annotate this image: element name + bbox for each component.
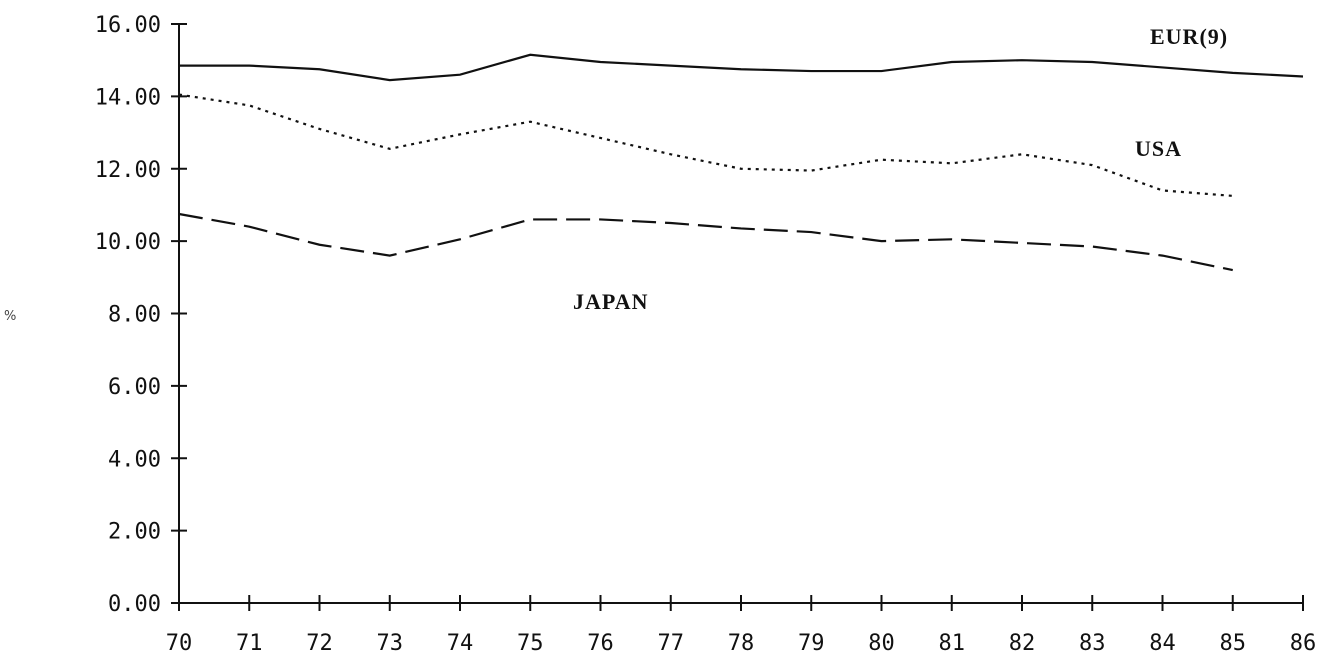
x-tick-label: 75 <box>517 631 544 656</box>
x-tick-label: 82 <box>1009 631 1036 656</box>
series-label-japan: JAPAN <box>573 289 648 314</box>
y-ticks: 0.00 2.00 4.00 6.00 8.00 10.00 12.00 14.00 16.00 <box>95 13 187 617</box>
series-line-usa <box>178 93 1233 197</box>
series-label-eur9: EUR(9) <box>1150 24 1228 49</box>
x-tick-label: 77 <box>658 631 685 656</box>
y-tick-label: 12.00 <box>95 158 161 183</box>
series-line-eur9 <box>179 53 1304 82</box>
x-tick-label: 76 <box>587 631 614 656</box>
x-ticks: 70 71 72 73 74 75 76 77 78 79 80 81 82 83 84 85 86 <box>166 595 1317 656</box>
x-tick-label: 84 <box>1149 631 1176 656</box>
y-tick-label: 14.00 <box>95 85 161 110</box>
axes <box>178 24 1303 604</box>
x-tick-label: 79 <box>798 631 825 656</box>
series-line-japan <box>178 212 1233 272</box>
x-tick-label: 72 <box>306 631 333 656</box>
x-tick-label: 85 <box>1220 631 1247 656</box>
y-tick-label: 6.00 <box>108 375 161 400</box>
y-tick-label: 8.00 <box>108 303 161 328</box>
x-tick-label: 71 <box>236 631 263 656</box>
y-axis-unit-label: % <box>4 309 16 324</box>
x-tick-label: 74 <box>447 631 474 656</box>
y-tick-label: 2.00 <box>108 520 161 545</box>
series-label-usa: USA <box>1135 136 1182 161</box>
series-lines <box>178 53 1304 272</box>
x-tick-label: 78 <box>728 631 755 656</box>
series-labels: EUR(9) USA JAPAN <box>573 24 1228 314</box>
x-tick-label: 80 <box>868 631 895 656</box>
y-tick-label: 10.00 <box>95 230 161 255</box>
x-tick-label: 86 <box>1290 631 1317 656</box>
y-tick-label: 4.00 <box>108 447 161 472</box>
x-tick-label: 83 <box>1079 631 1106 656</box>
x-tick-label: 81 <box>939 631 966 656</box>
x-tick-label: 70 <box>166 631 193 656</box>
x-tick-label: 73 <box>377 631 404 656</box>
y-tick-label: 16.00 <box>95 13 161 38</box>
y-tick-label: 0.00 <box>108 592 161 617</box>
